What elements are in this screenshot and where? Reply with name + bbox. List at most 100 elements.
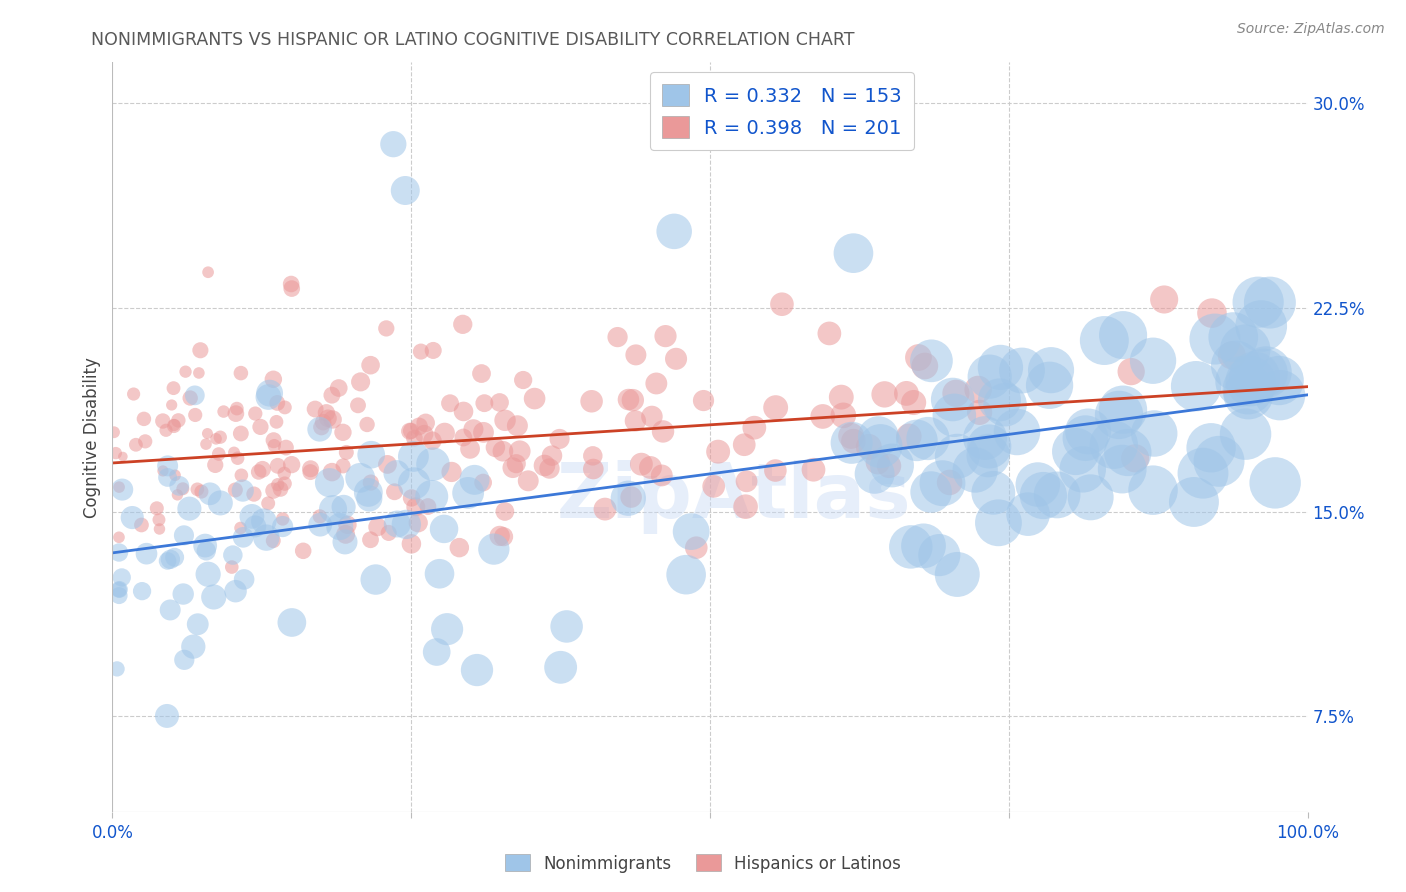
Point: [494, 413, 516, 427]
Point: [903, 395, 925, 409]
Point: [131, 518, 153, 533]
Point: [357, 485, 380, 500]
Point: [1199, 441, 1222, 455]
Point: [457, 486, 479, 500]
Point: [858, 440, 880, 454]
Point: [488, 529, 510, 543]
Point: [988, 392, 1011, 407]
Point: [252, 462, 274, 476]
Point: [187, 366, 209, 380]
Point: [1243, 370, 1265, 384]
Point: [617, 491, 640, 506]
Point: [967, 383, 990, 397]
Point: [920, 485, 942, 500]
Point: [654, 329, 676, 343]
Point: [375, 321, 398, 335]
Point: [877, 458, 900, 473]
Point: [839, 429, 862, 443]
Point: [336, 517, 359, 532]
Point: [582, 449, 605, 463]
Point: [359, 491, 381, 506]
Point: [664, 224, 686, 238]
Point: [308, 422, 330, 436]
Point: [620, 490, 643, 504]
Point: [146, 501, 169, 516]
Point: [617, 392, 640, 407]
Point: [165, 468, 187, 483]
Point: [394, 184, 416, 198]
Point: [406, 516, 429, 530]
Point: [422, 343, 444, 358]
Point: [866, 455, 889, 469]
Point: [983, 485, 1005, 500]
Point: [905, 434, 928, 448]
Point: [184, 388, 207, 402]
Point: [401, 537, 423, 551]
Point: [630, 457, 652, 471]
Point: [221, 560, 243, 574]
Point: [263, 434, 285, 448]
Point: [880, 458, 903, 473]
Point: [1064, 444, 1087, 458]
Point: [321, 388, 343, 402]
Point: [492, 444, 515, 458]
Point: [548, 432, 571, 446]
Point: [1247, 295, 1270, 310]
Point: [803, 463, 825, 477]
Point: [247, 465, 270, 479]
Point: [917, 432, 939, 446]
Point: [187, 617, 209, 632]
Point: [209, 496, 232, 510]
Point: [111, 483, 134, 497]
Point: [912, 539, 935, 553]
Point: [869, 439, 891, 453]
Point: [254, 531, 277, 545]
Point: [271, 519, 294, 533]
Point: [399, 424, 422, 438]
Legend: Nonimmigrants, Hispanics or Latinos: Nonimmigrants, Hispanics or Latinos: [498, 847, 908, 880]
Point: [675, 567, 697, 582]
Point: [436, 622, 458, 636]
Point: [1017, 507, 1039, 521]
Point: [280, 277, 302, 291]
Point: [181, 640, 204, 654]
Point: [433, 425, 456, 440]
Point: [897, 429, 920, 443]
Point: [538, 461, 561, 475]
Point: [1182, 495, 1205, 509]
Point: [470, 367, 492, 381]
Point: [135, 547, 157, 561]
Point: [1111, 462, 1133, 476]
Point: [977, 449, 1000, 463]
Point: [1102, 438, 1125, 452]
Point: [299, 462, 322, 476]
Point: [167, 413, 190, 427]
Point: [299, 465, 322, 479]
Point: [1208, 454, 1230, 468]
Point: [1254, 365, 1277, 379]
Point: [1204, 332, 1226, 346]
Point: [202, 590, 225, 604]
Point: [990, 360, 1012, 375]
Point: [873, 387, 896, 401]
Point: [1185, 379, 1208, 393]
Point: [156, 458, 179, 473]
Text: NONIMMIGRANTS VS HISPANIC OR LATINO COGNITIVE DISABILITY CORRELATION CHART: NONIMMIGRANTS VS HISPANIC OR LATINO COGN…: [91, 31, 855, 49]
Point: [770, 297, 793, 311]
Point: [281, 615, 304, 630]
Point: [322, 502, 344, 516]
Point: [233, 573, 256, 587]
Point: [465, 663, 488, 677]
Point: [152, 464, 174, 478]
Point: [335, 445, 357, 459]
Point: [104, 446, 127, 460]
Point: [1268, 374, 1291, 388]
Point: [398, 424, 420, 438]
Point: [472, 425, 495, 440]
Point: [321, 465, 343, 479]
Point: [645, 376, 668, 391]
Point: [166, 488, 188, 502]
Point: [132, 412, 155, 426]
Point: [156, 554, 179, 568]
Point: [222, 548, 245, 562]
